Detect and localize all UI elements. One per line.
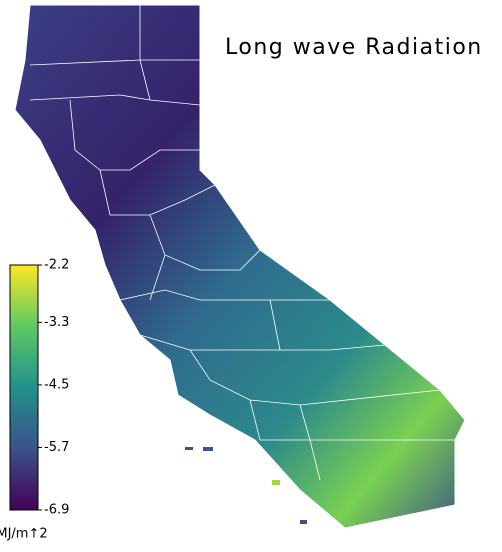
state-shape	[14, 4, 466, 529]
island	[203, 447, 213, 451]
island	[185, 447, 193, 450]
colorbar-tick-label: -2.2	[44, 258, 69, 273]
colorbar	[9, 264, 39, 511]
colorbar-tick-label: -3.3	[44, 315, 69, 330]
colorbar-unit: MJ/m↑2	[0, 527, 48, 542]
county-lines	[29, 5, 455, 481]
california-map	[14, 4, 466, 529]
map-title: Long wave Radiation	[225, 35, 483, 60]
colorbar-tick-label: -6.9	[44, 503, 69, 518]
colorbar-tick-label: -5.7	[44, 440, 69, 455]
island	[272, 480, 280, 485]
island	[300, 520, 307, 524]
islands	[185, 447, 307, 524]
colorbar-tick-label: -4.5	[44, 377, 69, 392]
